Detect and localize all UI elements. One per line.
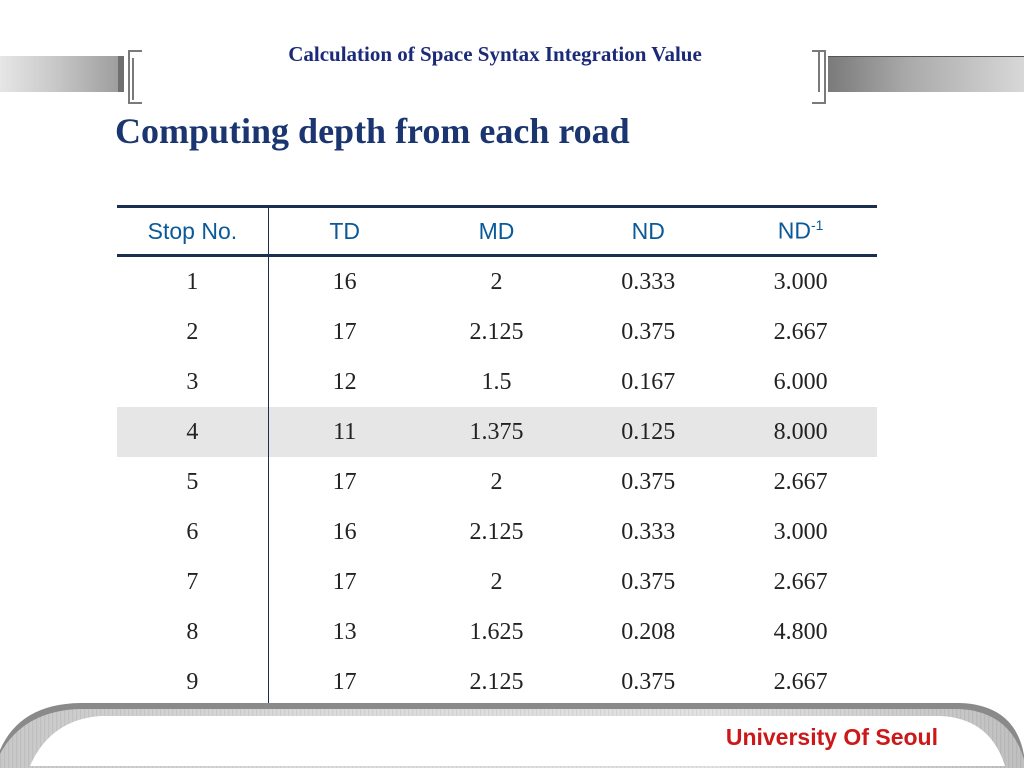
header-gradient-bar-left: [0, 56, 118, 92]
cell-stop-no: 4: [117, 407, 269, 457]
column-header-td: TD: [268, 205, 421, 257]
cell-td: 17: [332, 318, 357, 345]
cell-nd-inverse: 8.000: [724, 407, 877, 457]
cell-md: 2: [490, 568, 503, 595]
cell-nd: 0.333: [621, 518, 676, 545]
cell-td: 17: [332, 468, 357, 495]
cell-stop-no: 3: [117, 357, 269, 407]
cell-nd: 0.375: [621, 568, 676, 595]
table-row: 6 16 2.125 0.333 3.000: [117, 507, 877, 557]
cell-nd: 0.125: [572, 407, 725, 457]
cell-md: 2: [490, 268, 503, 295]
column-header-nd-inverse-superscript: -1: [810, 217, 824, 234]
cell-stop-no: 7: [117, 557, 269, 607]
cell-nd: 0.208: [621, 618, 676, 645]
table-row: 8 13 1.625 0.208 4.800: [117, 607, 877, 657]
header-gradient-bar-right: [828, 56, 1024, 92]
table-row: 2 17 2.125 0.375 2.667: [117, 307, 877, 357]
cell-stop-no: 5: [117, 457, 269, 507]
column-header-stop-no: Stop No.: [117, 205, 269, 257]
cell-nd: 0.375: [621, 318, 676, 345]
cell-td: 16: [332, 518, 357, 545]
cell-nd-inverse: 3.000: [773, 518, 828, 545]
table-row: 3 12 1.5 0.167 6.000: [117, 357, 877, 407]
footer-swoosh: [0, 703, 1024, 768]
cell-stop-no: 2: [117, 307, 269, 357]
table-row: 4 11 1.375 0.125 8.000: [117, 407, 877, 457]
header-bar-left-edge: [118, 56, 124, 92]
cell-nd-inverse: 2.667: [773, 468, 828, 495]
depth-table: Stop No. TD MD ND ND-1 1 16 2 0.333 3.000 2 17…: [117, 205, 877, 710]
slide-title: Computing depth from each road: [115, 111, 630, 151]
cell-td: 12: [332, 368, 357, 395]
cell-nd: 0.375: [621, 468, 676, 495]
header-bracket-left-inner: [132, 58, 134, 100]
cell-stop-no: 8: [117, 607, 269, 657]
header-bracket-left: [128, 50, 142, 104]
column-header-nd-inverse: ND-1: [724, 205, 877, 257]
cell-md: 2: [490, 468, 503, 495]
table-body: 1 16 2 0.333 3.000 2 17 2.125 0.375 2.667 3 12 1.5 0.…: [117, 255, 877, 710]
cell-stop-no: 9: [117, 657, 269, 710]
table-row: 5 17 2 0.375 2.667: [117, 457, 877, 507]
cell-md: 1.5: [481, 368, 512, 395]
cell-nd: 0.167: [621, 368, 676, 395]
column-header-nd: ND: [572, 205, 725, 257]
table-row: 1 16 2 0.333 3.000: [117, 255, 877, 307]
cell-td: 17: [332, 568, 357, 595]
cell-md: 1.625: [469, 618, 524, 645]
cell-td: 13: [332, 618, 357, 645]
table-header-row: Stop No. TD MD ND ND-1: [117, 205, 877, 257]
cell-nd-inverse: 4.800: [773, 618, 828, 645]
cell-md: 1.375: [420, 407, 573, 457]
cell-nd-inverse: 3.000: [773, 268, 828, 295]
header-bracket-right-inner: [818, 50, 820, 92]
deck-title: Calculation of Space Syntax Integration …: [288, 42, 702, 66]
cell-stop-no: 6: [117, 507, 269, 557]
cell-nd-inverse: 2.667: [773, 568, 828, 595]
table-row: 9 17 2.125 0.375 2.667: [117, 657, 877, 710]
table-row: 7 17 2 0.375 2.667: [117, 557, 877, 607]
cell-td: 11: [268, 407, 421, 457]
cell-td: 16: [332, 268, 357, 295]
footer-university-name: University Of Seoul: [725, 724, 938, 750]
cell-stop-no: 1: [117, 255, 269, 307]
cell-td: 17: [268, 657, 421, 710]
cell-nd: 0.375: [572, 657, 725, 710]
cell-md: 2.125: [469, 318, 524, 345]
cell-nd-inverse: 6.000: [773, 368, 828, 395]
cell-nd: 0.333: [621, 268, 676, 295]
cell-nd-inverse: 2.667: [724, 657, 877, 710]
column-header-nd-inverse-label: ND: [777, 217, 811, 244]
column-header-md: MD: [420, 205, 573, 257]
cell-nd-inverse: 2.667: [773, 318, 828, 345]
cell-md: 2.125: [469, 518, 524, 545]
header-bar-right-line: [828, 56, 1024, 57]
